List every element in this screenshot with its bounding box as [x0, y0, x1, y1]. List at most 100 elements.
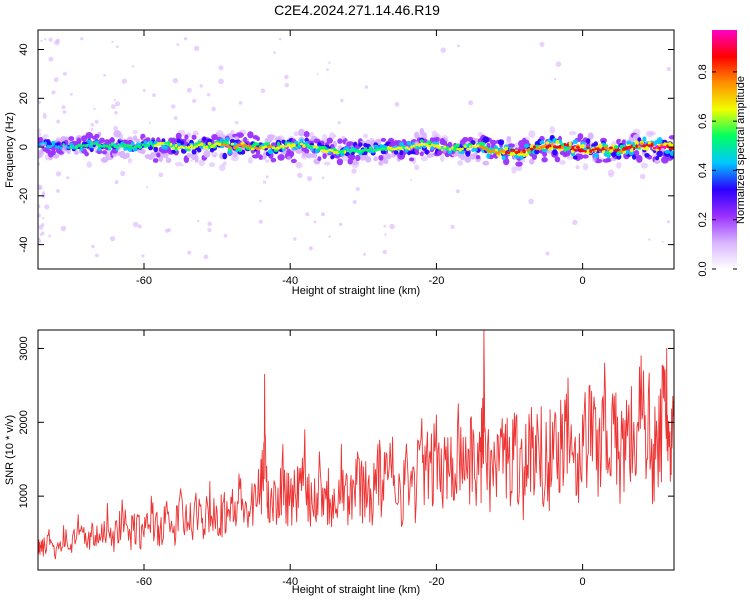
spectrogram-cell — [283, 126, 289, 131]
spectrogram-cell — [571, 146, 575, 150]
colorbar: 0.0 0.2 0.4 0.6 0.8 Normalized spectral ampl… — [697, 30, 747, 277]
spectrogram-speckle — [38, 131, 42, 138]
spectrogram-cell — [391, 147, 396, 151]
spectrogram-cell — [190, 144, 193, 148]
spectrogram-speckle — [265, 175, 269, 179]
spectrogram-cell — [670, 147, 674, 151]
spectrogram-cell — [511, 166, 517, 174]
spectrogram-cell — [330, 149, 334, 152]
spectrogram-cell — [45, 139, 51, 145]
spectrogram-cell — [182, 146, 186, 150]
spectrogram-cell — [194, 142, 200, 147]
spectrogram-cell — [187, 148, 191, 152]
spectrogram-cell — [203, 145, 206, 149]
spectrogram-cell — [81, 135, 88, 142]
spectrogram-cell — [241, 144, 244, 149]
spectrogram-cell — [200, 142, 204, 146]
spectrogram-speckle — [364, 85, 369, 89]
spectrogram-cell — [236, 143, 240, 148]
spectrogram-cell — [486, 153, 491, 159]
spectrogram-speckle — [42, 114, 47, 119]
spectrogram-cell — [89, 147, 94, 153]
spectrogram-speckle — [42, 191, 46, 195]
spectrogram-frame — [37, 29, 675, 270]
spectrogram-y-tick-label: -20 — [18, 188, 30, 204]
spectrogram-cell — [93, 142, 96, 145]
spectrogram-speckle — [316, 73, 319, 76]
spectrogram-speckle — [308, 246, 313, 251]
spectrogram-cell — [269, 144, 273, 149]
spectrogram-cell — [578, 148, 583, 153]
spectrogram-cell — [171, 149, 176, 154]
spectrogram-cell — [629, 148, 634, 153]
spectrogram-cell — [94, 140, 100, 144]
spectrogram-cell — [138, 145, 143, 149]
spectrogram-cell — [186, 152, 192, 158]
spectrogram-y-tick-label: 20 — [18, 92, 30, 104]
spectrogram-cell — [140, 148, 146, 155]
spectrogram-cell — [194, 145, 199, 148]
spectrogram-speckle — [103, 74, 106, 77]
spectrogram-speckle — [457, 44, 460, 48]
spectrogram-cell — [525, 148, 528, 152]
snr-x-tick-label: -60 — [136, 576, 152, 588]
spectrogram-y-tick-label: 40 — [18, 43, 30, 55]
spectrogram-cell — [644, 153, 650, 158]
spectrogram-cell — [473, 145, 478, 149]
spectrogram-cell — [286, 143, 291, 147]
spectrogram-cell — [560, 142, 565, 147]
spectrogram-speckle — [193, 130, 198, 136]
spectrogram-speckle — [61, 145, 67, 150]
snr-frame — [37, 329, 675, 571]
spectrogram-cell — [533, 164, 541, 172]
spectrogram-cell — [379, 147, 383, 151]
snr-y-tick-label: 3000 — [18, 336, 30, 360]
spectrogram-cell — [317, 147, 322, 151]
spectrogram-cell — [586, 146, 590, 150]
spectrogram-cell — [547, 144, 552, 148]
spectrogram-cell — [581, 143, 585, 149]
spectrogram-cell — [86, 139, 92, 144]
spectrogram-cell — [653, 146, 657, 150]
spectrogram-cell — [277, 141, 280, 147]
spectrogram-cell — [380, 149, 387, 155]
spectrogram-speckle — [167, 228, 172, 232]
spectrogram-speckle — [384, 233, 387, 236]
spectrogram-speckle — [48, 234, 51, 238]
spectrogram-cell — [94, 133, 100, 139]
spectrogram-cell — [455, 143, 460, 148]
spectrogram-cell — [298, 128, 305, 137]
spectrogram-x-label: Height of straight line (km) — [292, 285, 420, 297]
spectrogram-cell — [351, 160, 359, 166]
spectrogram-speckle — [62, 71, 67, 76]
spectrogram-cell — [59, 146, 63, 150]
spectrogram-cell — [150, 152, 157, 158]
spectrogram-cell — [557, 147, 563, 152]
spectrogram-cell — [663, 145, 667, 150]
spectrogram-speckle — [383, 224, 387, 228]
spectrogram-cell — [128, 161, 137, 170]
spectrogram-speckle — [111, 40, 114, 43]
spectrogram-cell — [566, 143, 569, 147]
spectrogram-speckle — [90, 127, 94, 131]
spectrogram-speckle — [117, 146, 122, 151]
spectrogram-cell — [630, 144, 633, 148]
spectrogram-cell — [440, 154, 445, 162]
spectrogram-cell — [662, 133, 668, 140]
spectrogram-cell — [640, 142, 644, 146]
spectrogram-speckle — [639, 173, 646, 180]
spectrogram-cell — [49, 145, 53, 148]
spectrogram-cell — [465, 150, 471, 157]
spectrogram-speckle — [131, 65, 135, 68]
spectrogram-speckle — [48, 37, 53, 42]
spectrogram-cell — [227, 146, 232, 150]
spectrogram-cell — [305, 152, 313, 159]
spectrogram-cell — [533, 145, 536, 149]
spectrogram-cell — [407, 147, 411, 151]
spectrogram-cell — [340, 149, 345, 154]
spectrogram-cell — [558, 144, 562, 149]
spectrogram-speckle — [113, 125, 118, 131]
spectrogram-cell — [617, 148, 621, 152]
spectrogram-speckle — [60, 225, 67, 232]
